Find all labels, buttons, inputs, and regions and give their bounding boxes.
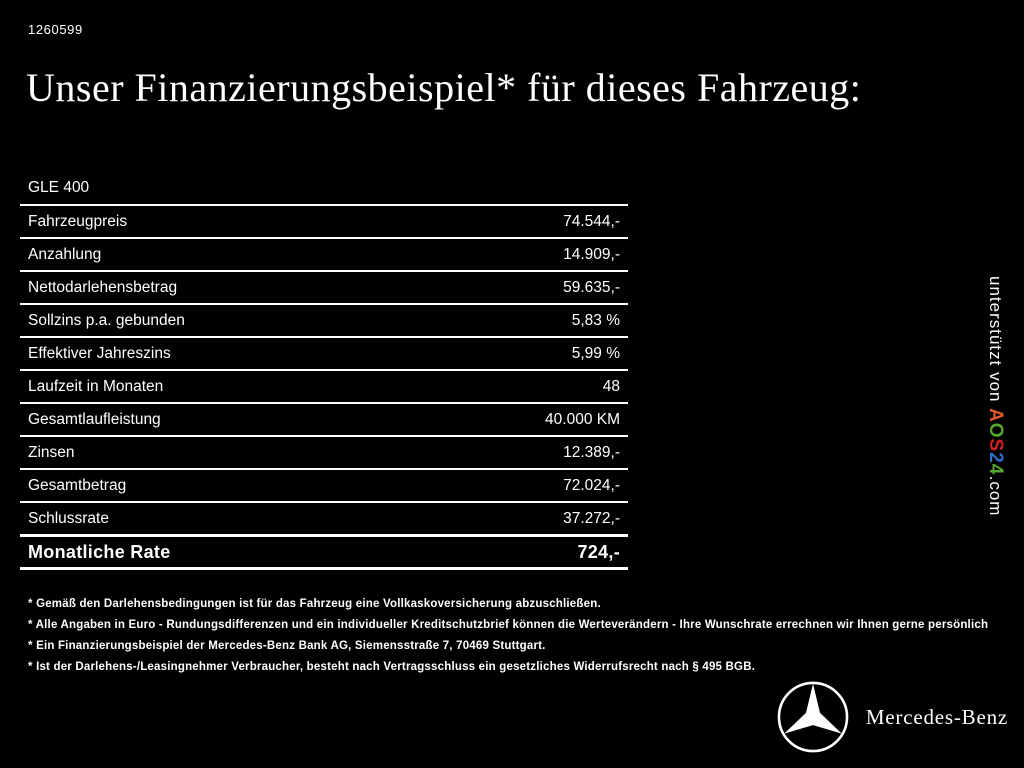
footnote: * Ein Finanzierungsbeispiel der Mercedes… xyxy=(28,640,546,652)
brand-footer: Mercedes-Benz xyxy=(776,680,1008,754)
table-row: Zinsen 12.389,- xyxy=(20,435,628,468)
model-name: GLE 400 xyxy=(28,179,90,196)
row-value: 48 xyxy=(602,377,620,395)
logo-letter: O xyxy=(985,422,1006,439)
table-row: Fahrzeugpreis 74.544,- xyxy=(20,204,628,237)
table-row: Gesamtbetrag 72.024,- xyxy=(20,468,628,501)
row-label: Gesamtlaufleistung xyxy=(28,410,161,428)
table-row: Anzahlung 14.909,- xyxy=(20,237,628,270)
row-value: 72.024,- xyxy=(563,476,620,494)
listing-id: 1260599 xyxy=(28,22,83,37)
domain-suffix: .com xyxy=(986,475,1005,517)
vertical-credit: unterstützt von AOS24.com xyxy=(984,276,1006,516)
table-row: Schlussrate 37.272,- xyxy=(20,501,628,534)
row-label: Schlussrate xyxy=(28,509,109,527)
row-label: Sollzins p.a. gebunden xyxy=(28,311,185,329)
logo-letter: A xyxy=(985,408,1006,423)
row-value: 59.635,- xyxy=(563,278,620,296)
row-value: 74.544,- xyxy=(563,212,620,230)
row-label: Laufzeit in Monaten xyxy=(28,377,164,395)
brand-name: Mercedes-Benz xyxy=(865,704,1008,729)
row-label: Effektiver Jahreszins xyxy=(28,344,171,362)
page-title: Unser Finanzierungsbeispiel* für dieses … xyxy=(26,65,862,110)
logo-letter: 4 xyxy=(985,464,1006,476)
footnote: * Alle Angaben in Euro - Rundungsdiffere… xyxy=(28,619,989,631)
logo-letter: S xyxy=(985,438,1006,453)
row-label: Nettodarlehensbetrag xyxy=(28,278,178,296)
aos24-logo: AOS24 xyxy=(985,408,1006,476)
table-row: Sollzins p.a. gebunden 5,83 % xyxy=(20,303,628,336)
row-value: 5,99 % xyxy=(571,344,620,362)
row-label: Anzahlung xyxy=(28,245,102,263)
table-row: Laufzeit in Monaten 48 xyxy=(20,369,628,402)
row-value: 14.909,- xyxy=(563,245,620,263)
row-label: Fahrzeugpreis xyxy=(28,212,128,230)
mercedes-star-icon xyxy=(777,681,849,753)
row-label: Gesamtbetrag xyxy=(28,476,127,494)
row-value: 40.000 KM xyxy=(545,410,620,428)
total-row-value: 724,- xyxy=(577,541,620,562)
table-row-total: Monatliche Rate 724,- xyxy=(20,534,628,570)
row-label: Zinsen xyxy=(28,443,75,461)
row-value: 5,83 % xyxy=(571,311,620,329)
footnote: * Gemäß den Darlehensbedingungen ist für… xyxy=(28,598,601,610)
table-row: Nettodarlehensbetrag 59.635,- xyxy=(20,270,628,303)
row-value: 12.389,- xyxy=(563,443,620,461)
finance-table-body: Fahrzeugpreis 74.544,- Anzahlung 14.909,- Ne… xyxy=(20,204,628,534)
table-row: Effektiver Jahreszins 5,99 % xyxy=(20,336,628,369)
supported-by-text: unterstützt von xyxy=(986,276,1005,409)
row-value: 37.272,- xyxy=(563,509,620,527)
logo-letter: 2 xyxy=(985,452,1006,465)
total-row-label: Monatliche Rate xyxy=(28,541,171,562)
footnotes: * Gemäß den Darlehensbedingungen ist für… xyxy=(28,598,989,682)
table-row: Gesamtlaufleistung 40.000 KM xyxy=(20,402,628,435)
footnote: * Ist der Darlehens-/Leasingnehmer Verbr… xyxy=(28,661,756,673)
finance-table: GLE 400 Fahrzeugpreis 74.544,- Anzahlung 14… xyxy=(20,172,628,570)
